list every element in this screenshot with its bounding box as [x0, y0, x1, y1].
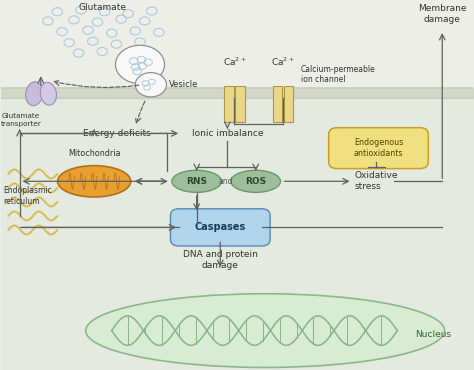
Text: Caspases: Caspases — [195, 222, 246, 232]
FancyBboxPatch shape — [171, 209, 270, 246]
Text: Calcium-permeable
ion channel: Calcium-permeable ion channel — [301, 65, 375, 84]
Text: Glutamate
transporter: Glutamate transporter — [1, 113, 42, 127]
Ellipse shape — [26, 82, 43, 106]
Text: DNA and protein
damage: DNA and protein damage — [183, 250, 258, 270]
Ellipse shape — [231, 170, 281, 192]
Text: Vesicle: Vesicle — [169, 80, 198, 89]
FancyBboxPatch shape — [224, 86, 234, 122]
Text: Ionic imbalance: Ionic imbalance — [191, 129, 263, 138]
Text: Energy deficits: Energy deficits — [82, 129, 150, 138]
FancyBboxPatch shape — [236, 86, 245, 122]
Text: Nucleus: Nucleus — [415, 330, 451, 339]
FancyBboxPatch shape — [328, 128, 428, 169]
Text: Oxidative
stress: Oxidative stress — [355, 171, 398, 191]
Ellipse shape — [86, 294, 445, 367]
Circle shape — [116, 45, 164, 84]
Circle shape — [135, 73, 166, 97]
Ellipse shape — [58, 166, 131, 197]
Text: Mitochondria: Mitochondria — [68, 149, 120, 158]
FancyBboxPatch shape — [273, 86, 282, 122]
Text: ROS: ROS — [245, 177, 266, 186]
Text: Glutamate: Glutamate — [78, 3, 126, 11]
Ellipse shape — [40, 83, 56, 105]
Text: Endoplasmic
reticulum: Endoplasmic reticulum — [3, 186, 52, 206]
Text: Ca$^{2+}$: Ca$^{2+}$ — [271, 56, 295, 68]
Text: Membrane
damage: Membrane damage — [418, 4, 466, 24]
Ellipse shape — [172, 170, 221, 192]
Text: Ca$^{2+}$: Ca$^{2+}$ — [223, 56, 246, 68]
Text: and: and — [219, 177, 233, 186]
Text: RNS: RNS — [186, 177, 207, 186]
FancyBboxPatch shape — [284, 86, 293, 122]
Text: Endogenous
antioxidants: Endogenous antioxidants — [354, 138, 403, 158]
